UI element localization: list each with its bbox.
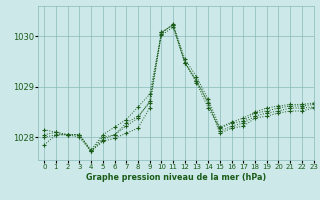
X-axis label: Graphe pression niveau de la mer (hPa): Graphe pression niveau de la mer (hPa) xyxy=(86,173,266,182)
